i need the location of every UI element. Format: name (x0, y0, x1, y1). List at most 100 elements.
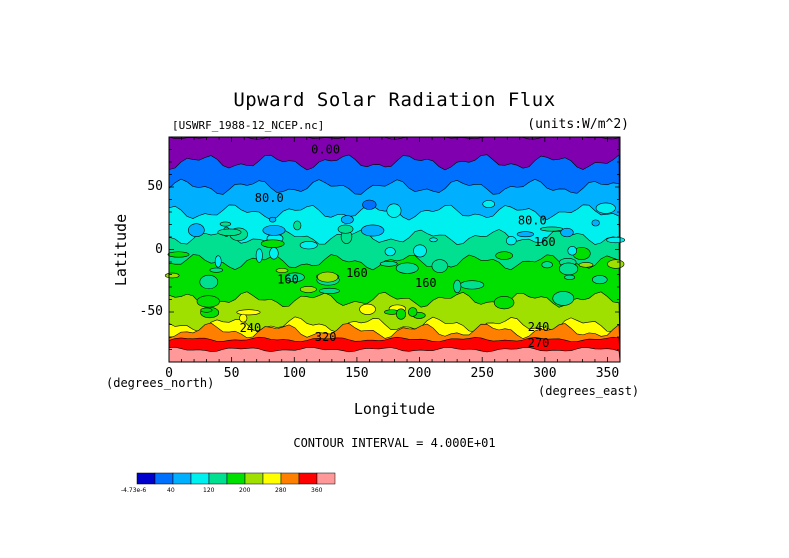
contour-cell (592, 275, 608, 285)
contour-cell (199, 274, 219, 290)
contour-cell (505, 236, 517, 246)
x-tick-label: 250 (470, 366, 494, 381)
y-unit-label: (degrees_north) (106, 376, 215, 390)
contour-cell (379, 261, 398, 267)
contour-label: 240 (528, 320, 550, 334)
colorbar-label: 360 (311, 487, 323, 494)
contour-cell (340, 215, 354, 225)
contour-cell (299, 286, 317, 293)
contour-cell (293, 220, 302, 231)
colorbar-label: 200 (239, 487, 251, 494)
contour-cell (188, 223, 205, 237)
contour-detail-layer (164, 199, 626, 323)
contour-label: 270 (528, 336, 550, 350)
colorbar-swatch (136, 472, 156, 485)
contour-cell (217, 228, 242, 236)
colorbar (136, 472, 336, 485)
contour-cell (606, 236, 626, 244)
contour-cell (337, 224, 354, 234)
colorbar-swatch (226, 472, 246, 485)
x-tick-label: 100 (282, 366, 306, 381)
contour-cell (236, 309, 261, 316)
contour-cell (360, 224, 385, 237)
contour-cell (269, 247, 279, 260)
contour-cell (275, 268, 289, 273)
y-tick-label: 50 (147, 179, 163, 194)
y-axis-label: Latitude (112, 213, 130, 287)
contour-cell (164, 272, 180, 279)
contour-cell (284, 272, 305, 283)
contour-cell (384, 247, 396, 257)
contour-label: 240 (240, 321, 262, 335)
contour-cell (396, 308, 406, 320)
contour-cell (429, 237, 438, 243)
contour-interval-text: CONTOUR INTERVAL = 4.000E+01 (293, 436, 496, 450)
contour-label: 320 (315, 330, 337, 344)
colorbar-label: -4.73e-6 (121, 487, 147, 494)
contour-cell (560, 227, 574, 238)
x-axis-label: Longitude (353, 400, 436, 418)
contour-cell (167, 251, 190, 258)
contour-cell (407, 307, 418, 317)
contour-cell (386, 203, 402, 218)
contour-cell (395, 262, 419, 274)
contour-cell (219, 221, 232, 227)
colorbar-label: 120 (203, 487, 215, 494)
contour-cell (255, 248, 263, 263)
contour-cell (541, 261, 553, 269)
contour-cell (540, 226, 564, 232)
colorbar-swatch (208, 472, 228, 485)
contour-cell (269, 216, 277, 223)
colorbar-swatch (154, 472, 174, 485)
colorbar-swatch (244, 472, 264, 485)
contour-cell (459, 280, 485, 290)
contour-cell (209, 267, 224, 273)
contour-label: 160 (346, 266, 368, 280)
contour-label: 160 (277, 272, 299, 286)
contour-cell (359, 303, 376, 315)
colorbar-swatch (190, 472, 210, 485)
x-tick-label: 150 (345, 366, 369, 381)
colorbar-swatch (172, 472, 192, 485)
colorbar-label: 40 (167, 487, 175, 494)
contour-cell (453, 279, 462, 294)
x-tick-label: 350 (595, 366, 620, 381)
x-tick-label: 300 (533, 366, 557, 381)
contour-cell (516, 231, 534, 238)
contour-cell (564, 274, 576, 280)
contour-cell (552, 291, 575, 306)
contour-cell (482, 200, 496, 209)
contour-cell (493, 296, 515, 310)
contour-cell (200, 307, 213, 313)
colorbar-swatch (316, 472, 336, 485)
contour-cell (196, 295, 220, 308)
contour-label: 0.00 (311, 142, 340, 156)
x-tick-label: 50 (223, 366, 240, 381)
contour-cell (413, 244, 427, 258)
contour-cell (318, 287, 340, 294)
contour-cell (431, 259, 448, 273)
contour-cell (260, 239, 285, 248)
contour-label: 80.0 (255, 191, 284, 205)
contour-label: 160 (415, 276, 437, 290)
contour-cell (362, 199, 377, 210)
contour-cell (239, 313, 248, 323)
units-label: (units:W/m^2) (527, 117, 629, 132)
contour-cell (495, 251, 513, 260)
contour-cell (595, 202, 616, 214)
chart-title: Upward Solar Radiation Flux (233, 89, 556, 111)
contour-label-layer: 0.00 80.0 80.0 160 160 160 160 240 240 320 270 (240, 142, 556, 350)
colorbar-swatch (262, 472, 282, 485)
x-unit-label: (degrees_east) (538, 384, 640, 398)
colorbar-label: 280 (275, 487, 287, 494)
contour-band (168, 346, 621, 363)
y-tick-label: 0 (155, 241, 163, 257)
contour-label: 160 (534, 235, 556, 249)
contour-cell (317, 271, 339, 283)
contour-cell (214, 255, 222, 268)
contour-cell (558, 262, 579, 276)
contour-cell (578, 262, 594, 268)
y-tick-label: -50 (139, 304, 163, 319)
source-file-label: [USWRF_1988-12_NCEP.nc] (172, 119, 325, 132)
